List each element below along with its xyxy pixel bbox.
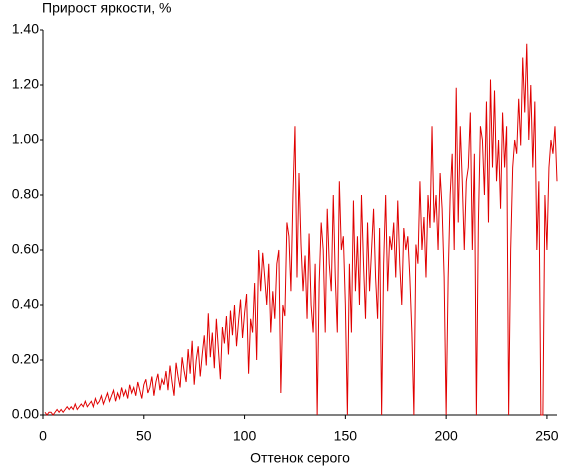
y-tick-label: 0.00	[12, 406, 39, 422]
y-tick-label: 0.60	[12, 241, 39, 257]
y-tick-label: 0.40	[12, 296, 39, 312]
x-tick-label: 250	[535, 428, 559, 444]
y-tick-label: 1.00	[12, 131, 39, 147]
x-tick-label: 150	[334, 428, 358, 444]
x-tick-label: 50	[136, 428, 152, 444]
chart-title: Прирост яркости, %	[42, 0, 171, 16]
x-tick-label: 100	[233, 428, 257, 444]
x-tick-label: 0	[39, 428, 47, 444]
x-axis-label: Оттенок серого	[250, 450, 350, 466]
y-tick-label: 0.20	[12, 351, 39, 367]
y-tick-label: 1.40	[12, 21, 39, 37]
y-tick-label: 1.20	[12, 76, 39, 92]
data-line	[44, 43, 558, 416]
x-tick-label: 200	[434, 428, 458, 444]
y-tick-label: 0.80	[12, 186, 39, 202]
